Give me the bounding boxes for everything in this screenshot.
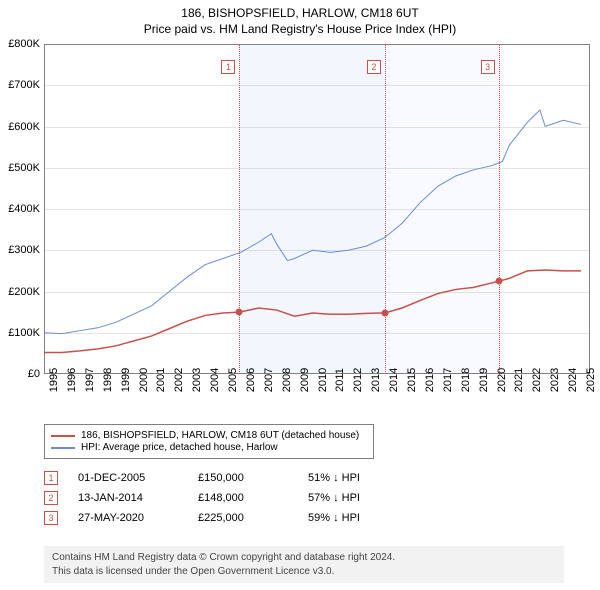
sale-date: 01-DEC-2005 — [78, 472, 178, 484]
sale-hpi: 59% ↓ HPI — [308, 512, 408, 524]
legend-item: HPI: Average price, detached house, Harl… — [51, 442, 367, 453]
x-tick-label: 2022 — [531, 368, 543, 392]
x-tick-label: 2019 — [478, 368, 490, 392]
x-tick-label: 2025 — [585, 368, 597, 392]
x-tick-label: 2018 — [460, 368, 472, 392]
x-tick-label: 2009 — [299, 368, 311, 392]
sales-row: 3 27-MAY-2020 £225,000 59% ↓ HPI — [44, 508, 564, 528]
y-tick-label: £400K — [8, 203, 40, 215]
event-badge: 2 — [367, 60, 381, 74]
x-tick-label: 2006 — [245, 368, 257, 392]
x-tick-label: 2014 — [388, 368, 400, 392]
sale-hpi: 51% ↓ HPI — [308, 472, 408, 484]
x-tick-label: 2024 — [567, 368, 579, 392]
x-tick-label: 1998 — [102, 368, 114, 392]
sale-hpi: 57% ↓ HPI — [308, 492, 408, 504]
y-tick-label: £100K — [8, 327, 40, 339]
x-tick-label: 2012 — [352, 368, 364, 392]
sales-row: 1 01-DEC-2005 £150,000 51% ↓ HPI — [44, 468, 564, 488]
y-tick-label: £200K — [8, 286, 40, 298]
chart-container: { "header": { "title": "186, BISHOPSFIEL… — [0, 0, 600, 590]
x-tick-label: 1995 — [48, 368, 60, 392]
sale-marker — [381, 309, 388, 316]
sale-date: 13-JAN-2014 — [78, 492, 178, 504]
y-tick-label: £700K — [8, 79, 40, 91]
y-tick-label: £500K — [8, 162, 40, 174]
x-tick-label: 1999 — [120, 368, 132, 392]
y-tick-label: £600K — [8, 121, 40, 133]
x-tick-label: 2023 — [549, 368, 561, 392]
sale-price: £150,000 — [198, 472, 288, 484]
sales-table: 1 01-DEC-2005 £150,000 51% ↓ HPI 2 13-JA… — [44, 468, 564, 528]
legend-item: 186, BISHOPSFIELD, HARLOW, CM18 6UT (det… — [51, 430, 367, 441]
x-tick-label: 2017 — [442, 368, 454, 392]
x-tick-label: 2004 — [209, 368, 221, 392]
attribution-line: Contains HM Land Registry data © Crown c… — [52, 551, 556, 565]
x-tick-label: 2021 — [513, 368, 525, 392]
sales-row: 2 13-JAN-2014 £148,000 57% ↓ HPI — [44, 488, 564, 508]
sale-badge: 1 — [44, 471, 58, 485]
x-tick-label: 1997 — [84, 368, 96, 392]
sale-badge: 3 — [44, 511, 58, 525]
chart-subtitle: Price paid vs. HM Land Registry's House … — [0, 20, 600, 40]
x-tick-label: 2005 — [227, 368, 239, 392]
legend-label: HPI: Average price, detached house, Harl… — [81, 442, 278, 453]
x-tick-label: 2013 — [370, 368, 382, 392]
legend: 186, BISHOPSFIELD, HARLOW, CM18 6UT (det… — [44, 424, 374, 459]
attribution-line: This data is licensed under the Open Gov… — [52, 565, 556, 579]
y-tick-label: £300K — [8, 244, 40, 256]
series-hpi — [44, 110, 581, 334]
x-tick-label: 2002 — [173, 368, 185, 392]
y-tick-label: £0 — [28, 368, 40, 380]
sale-badge: 2 — [44, 491, 58, 505]
sale-price: £148,000 — [198, 492, 288, 504]
x-tick-label: 2007 — [263, 368, 275, 392]
attribution: Contains HM Land Registry data © Crown c… — [44, 546, 564, 583]
x-tick-label: 2000 — [138, 368, 150, 392]
legend-label: 186, BISHOPSFIELD, HARLOW, CM18 6UT (det… — [81, 430, 359, 441]
sale-marker — [495, 278, 502, 285]
sale-price: £225,000 — [198, 512, 288, 524]
legend-swatch — [51, 447, 75, 449]
event-badge: 1 — [221, 60, 235, 74]
x-tick-label: 2020 — [496, 368, 508, 392]
x-tick-label: 1996 — [66, 368, 78, 392]
y-tick-label: £800K — [8, 38, 40, 50]
x-tick-label: 2008 — [281, 368, 293, 392]
event-badge: 3 — [481, 60, 495, 74]
x-tick-label: 2003 — [191, 368, 203, 392]
x-tick-label: 2011 — [334, 368, 346, 392]
legend-swatch — [51, 435, 75, 437]
sale-date: 27-MAY-2020 — [78, 512, 178, 524]
x-tick-label: 2015 — [406, 368, 418, 392]
series-svg — [44, 44, 590, 374]
x-tick-label: 2010 — [317, 368, 329, 392]
chart-title: 186, BISHOPSFIELD, HARLOW, CM18 6UT — [0, 0, 600, 20]
x-tick-label: 2016 — [424, 368, 436, 392]
x-tick-label: 2001 — [155, 368, 167, 392]
sale-marker — [236, 309, 243, 316]
